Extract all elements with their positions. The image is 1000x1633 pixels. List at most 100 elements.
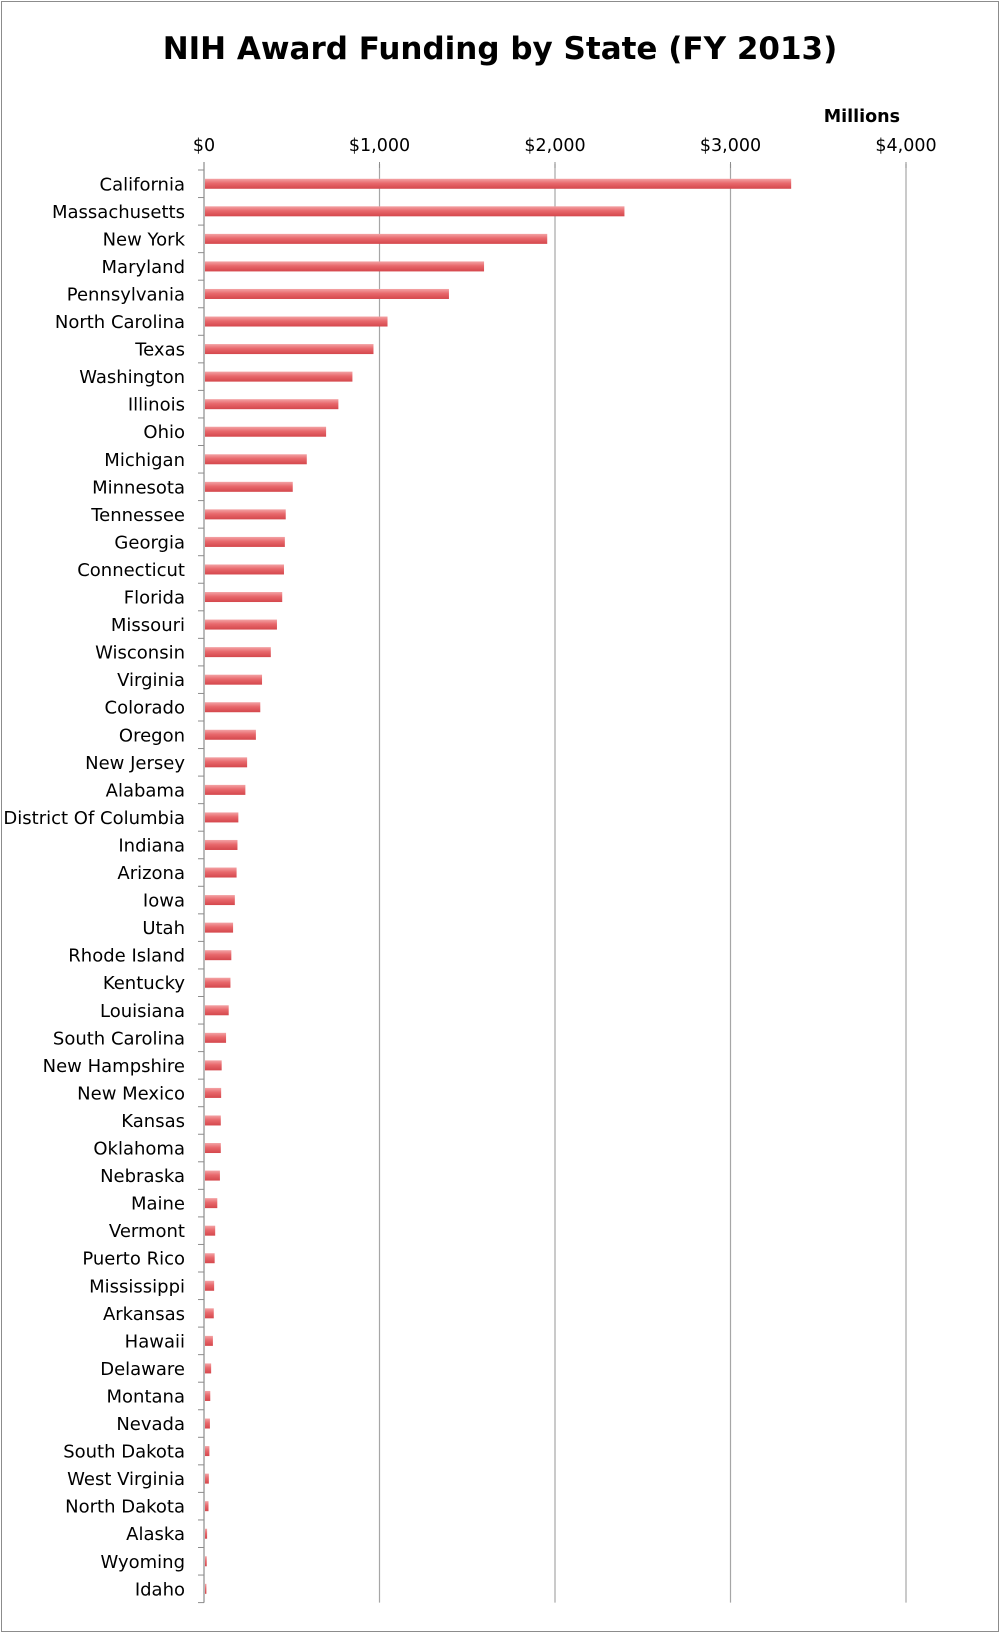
- category-label: Nebraska: [100, 1166, 185, 1187]
- category-label: New Mexico: [77, 1083, 185, 1104]
- bar: [205, 895, 235, 906]
- bar: [205, 1143, 221, 1154]
- category-label: South Dakota: [63, 1442, 185, 1463]
- category-label: New Jersey: [85, 753, 185, 774]
- category-label: North Dakota: [65, 1497, 185, 1518]
- category-label: Indiana: [118, 835, 185, 856]
- bar: [205, 454, 307, 465]
- bar: [205, 839, 238, 850]
- category-label: Louisiana: [100, 1001, 185, 1022]
- category-label: Kansas: [121, 1111, 185, 1132]
- x-tick-label: $4,000: [875, 136, 936, 156]
- category-label: District Of Columbia: [3, 808, 185, 829]
- category-label: Rhode Island: [68, 946, 185, 967]
- bar: [205, 1335, 213, 1346]
- bar: [205, 784, 246, 795]
- category-label: Montana: [107, 1386, 185, 1407]
- category-label: Arkansas: [103, 1304, 185, 1325]
- bar: [205, 344, 374, 355]
- bar: [205, 1253, 215, 1264]
- bar: [205, 536, 285, 547]
- category-label: Florida: [124, 588, 185, 609]
- bar: [205, 592, 283, 603]
- bar: [205, 1032, 227, 1043]
- category-label: West Virginia: [67, 1469, 185, 1490]
- category-label: Idaho: [135, 1579, 185, 1600]
- bar: [205, 481, 293, 492]
- category-label: Oregon: [119, 725, 185, 746]
- bar: [205, 1280, 215, 1291]
- category-label: Missouri: [111, 615, 185, 636]
- bar: [205, 619, 277, 630]
- bar: [205, 1225, 216, 1236]
- x-tick-label: $1,000: [349, 136, 410, 156]
- bar: [205, 1583, 207, 1594]
- bar: [205, 1115, 221, 1126]
- category-label: Mississippi: [89, 1276, 185, 1297]
- bar: [205, 1473, 209, 1484]
- x-axis-tick-labels: $0 $1,000 $2,000 $3,000 $4,000: [193, 136, 937, 156]
- category-label: Oklahoma: [93, 1139, 185, 1160]
- bar: [205, 1418, 210, 1429]
- category-label: Delaware: [100, 1359, 185, 1380]
- category-label: South Carolina: [53, 1028, 185, 1049]
- bar: [205, 922, 234, 933]
- gridlines: [203, 162, 907, 1603]
- category-label: Maryland: [102, 257, 185, 278]
- category-label: Michigan: [104, 450, 185, 471]
- x-tick-label: $2,000: [524, 136, 585, 156]
- category-label: Hawaii: [125, 1331, 185, 1352]
- bar: [205, 178, 792, 189]
- category-label: Virginia: [117, 670, 185, 691]
- category-label: Maine: [131, 1194, 185, 1215]
- x-tick-label: $3,000: [700, 136, 761, 156]
- category-label: New Hampshire: [43, 1056, 185, 1077]
- category-label: Colorado: [105, 698, 185, 719]
- bar: [205, 1363, 212, 1374]
- bar: [205, 426, 327, 437]
- bar: [205, 977, 231, 988]
- bar: [205, 674, 263, 685]
- category-label: Minnesota: [92, 477, 185, 498]
- bar: [205, 1060, 222, 1071]
- bar: [205, 261, 485, 272]
- category-label: Ohio: [143, 422, 185, 443]
- category-label: Utah: [142, 918, 185, 939]
- bar: [205, 316, 388, 327]
- y-axis: [198, 162, 205, 1604]
- bar: [205, 1087, 222, 1098]
- bar: [205, 1005, 229, 1016]
- category-label: Texas: [134, 340, 185, 361]
- category-label: Nevada: [116, 1414, 185, 1435]
- category-label: Iowa: [143, 891, 185, 912]
- bar: [205, 233, 548, 244]
- bar: [205, 564, 284, 575]
- category-labels: California Massachusetts New York Maryland P…: [3, 174, 185, 1600]
- category-label: Wisconsin: [95, 643, 185, 664]
- category-label: Wyoming: [100, 1552, 185, 1573]
- bar: [205, 206, 625, 217]
- category-label: Arizona: [117, 863, 185, 884]
- category-label: Washington: [79, 367, 185, 388]
- bar: [205, 1501, 209, 1512]
- bar: [205, 950, 232, 961]
- bar: [205, 1390, 211, 1401]
- category-label: North Carolina: [55, 312, 185, 333]
- bar: [205, 702, 261, 713]
- category-label: Illinois: [128, 395, 185, 416]
- category-label: California: [100, 174, 185, 195]
- category-label: Connecticut: [77, 560, 185, 581]
- bar: [205, 1556, 207, 1567]
- category-label: Massachusetts: [52, 202, 185, 223]
- category-label: Puerto Rico: [82, 1249, 185, 1270]
- bar: [205, 1198, 218, 1209]
- unit-label: Millions: [824, 107, 900, 127]
- bar: [205, 1528, 208, 1539]
- bar: [205, 812, 239, 823]
- category-label: Georgia: [114, 532, 185, 553]
- bar: [205, 371, 353, 382]
- category-label: New York: [103, 229, 186, 250]
- bar: [205, 509, 286, 520]
